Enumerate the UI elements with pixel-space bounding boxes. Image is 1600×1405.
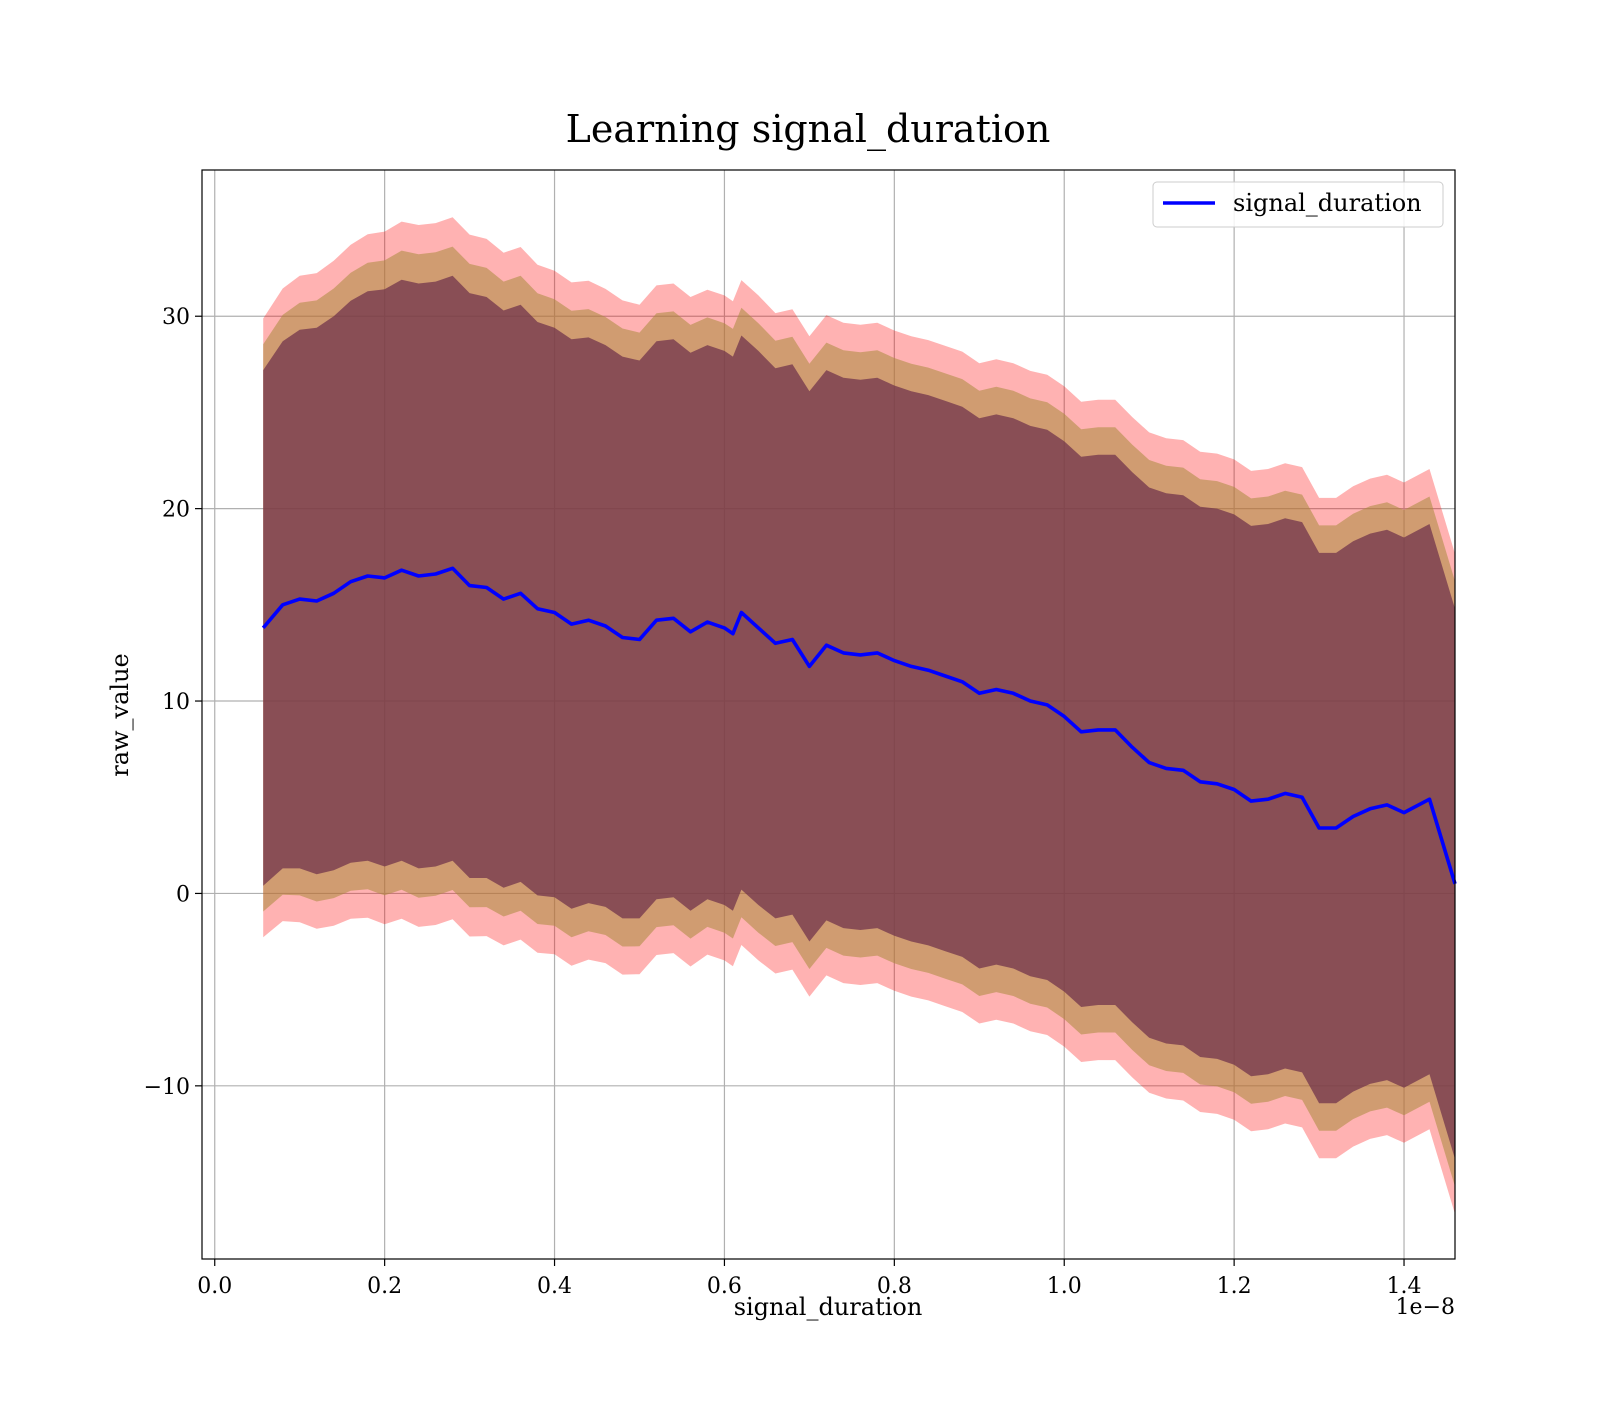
- band-inner: [263, 275, 1456, 1159]
- x-tick-label-5: 1.0: [1047, 1274, 1082, 1299]
- chart-title: Learning signal_duration: [566, 107, 1051, 152]
- x-tick-label-4: 0.8: [877, 1274, 912, 1299]
- x-tick-label-7: 1.4: [1387, 1274, 1422, 1299]
- x-tick-label-1: 0.2: [367, 1274, 402, 1299]
- y-tick-label-2: 10: [162, 690, 190, 715]
- y-tick-label-3: 20: [162, 498, 190, 523]
- plot-frame: [201, 169, 1456, 1260]
- y-tick-label-1: 0: [176, 882, 190, 907]
- band-layer: [263, 217, 1456, 1215]
- legend-box: [1152, 181, 1444, 228]
- legend: signal_duration: [1152, 181, 1444, 228]
- series-line-signal-duration: [261, 566, 1457, 885]
- y-axis-label: raw_value: [106, 653, 134, 777]
- y-tick-label-0: −10: [144, 1075, 190, 1100]
- x-tick-label-0: 0.0: [197, 1274, 232, 1299]
- x-tick-label-6: 1.2: [1217, 1274, 1252, 1299]
- y-tick-label-4: 30: [162, 305, 190, 330]
- line-layer: [261, 566, 1457, 885]
- legend-entry-signal-duration: signal_duration: [1233, 189, 1422, 217]
- x-tick-label-3: 0.6: [707, 1274, 742, 1299]
- x-tick-label-2: 0.4: [537, 1274, 572, 1299]
- x-offset-label: 1e−8: [1396, 1295, 1455, 1320]
- x-axis-label: signal_duration: [734, 1293, 923, 1321]
- tick-layer: 0.0 0.2 0.4 0.6 0.8 1.0 1.2 1.4 −10 0 10 20 30: [144, 305, 1422, 1299]
